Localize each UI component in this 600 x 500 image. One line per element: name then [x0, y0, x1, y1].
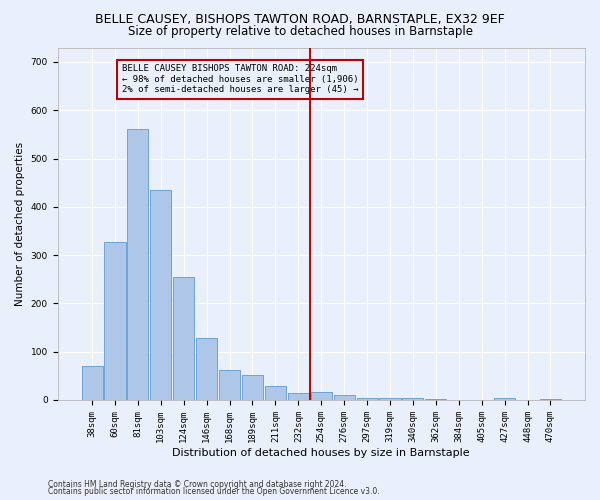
Bar — [127, 128, 148, 400]
Bar — [403, 398, 424, 400]
Bar — [104, 242, 125, 400]
Text: Contains public sector information licensed under the Open Government Licence v3: Contains public sector information licen… — [48, 487, 380, 496]
Bar — [356, 398, 377, 400]
Text: Size of property relative to detached houses in Barnstaple: Size of property relative to detached ho… — [128, 25, 473, 38]
Bar — [494, 398, 515, 400]
Bar — [196, 338, 217, 400]
Bar — [242, 375, 263, 400]
Bar — [219, 370, 240, 400]
Bar — [540, 398, 561, 400]
Bar — [265, 386, 286, 400]
Text: BELLE CAUSEY, BISHOPS TAWTON ROAD, BARNSTAPLE, EX32 9EF: BELLE CAUSEY, BISHOPS TAWTON ROAD, BARNS… — [95, 12, 505, 26]
Bar — [288, 393, 309, 400]
Bar — [311, 392, 332, 400]
Text: BELLE CAUSEY BISHOPS TAWTON ROAD: 224sqm
← 98% of detached houses are smaller (1: BELLE CAUSEY BISHOPS TAWTON ROAD: 224sqm… — [122, 64, 358, 94]
Bar — [379, 398, 401, 400]
Bar — [82, 366, 103, 400]
Text: Contains HM Land Registry data © Crown copyright and database right 2024.: Contains HM Land Registry data © Crown c… — [48, 480, 347, 489]
Bar — [173, 277, 194, 400]
Bar — [334, 395, 355, 400]
X-axis label: Distribution of detached houses by size in Barnstaple: Distribution of detached houses by size … — [172, 448, 470, 458]
Bar — [150, 190, 172, 400]
Y-axis label: Number of detached properties: Number of detached properties — [15, 142, 25, 306]
